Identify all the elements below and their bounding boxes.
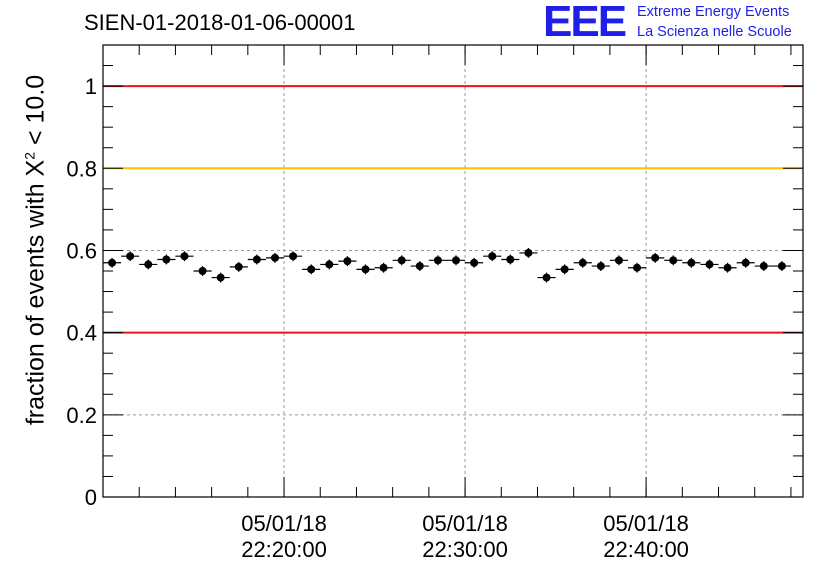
data-point [537,272,556,283]
reference-lines [103,85,803,334]
data-point [211,272,230,283]
data-point [446,255,466,266]
y-tick-labels: 0 0.2 0.4 0.6 0.8 1 [66,74,97,510]
data-point [320,259,339,270]
data-point [302,264,321,275]
x-tick-label-time: 22:20:00 [241,537,327,562]
point-marker [777,262,786,271]
point-marker [325,260,334,269]
data-points [103,247,791,283]
x-tick-label-time: 22:30:00 [422,537,508,562]
point-marker [723,263,732,272]
data-point [772,261,791,271]
data-point [103,257,122,268]
point-marker [669,256,678,265]
data-point [519,247,538,258]
point-marker [289,252,298,261]
point-marker [433,256,442,265]
data-point [428,255,447,266]
point-marker [506,255,515,264]
point-marker [651,253,660,262]
x-tick-label-time: 22:40:00 [603,537,689,562]
point-marker [596,262,605,271]
point-marker [252,255,261,264]
point-marker [343,257,352,266]
point-marker [560,265,569,274]
point-marker [741,258,750,267]
point-marker [542,273,551,282]
data-point [193,266,212,276]
point-marker [162,255,171,264]
point-marker [198,267,207,275]
data-point [465,257,484,268]
point-marker [270,253,279,262]
y-tick-label: 1 [85,74,97,99]
data-point [718,262,737,273]
point-marker [415,262,424,271]
y-tick-label: 0.4 [66,321,97,346]
data-point [754,261,773,271]
data-point [356,264,375,275]
data-point [157,254,176,265]
point-marker [144,260,153,269]
point-marker [379,263,388,272]
data-point [338,256,357,267]
data-point [682,257,701,268]
y-tick-label: 0.2 [66,403,97,428]
data-point [609,255,628,266]
data-point [646,252,665,263]
data-point [392,255,411,266]
point-marker [633,263,642,272]
x-tick-label-date: 05/01/18 [241,511,327,536]
x-tick-label-date: 05/01/18 [603,511,689,536]
data-point [664,255,683,266]
data-point [139,259,158,270]
point-marker [307,265,316,274]
data-point [229,261,248,272]
point-marker [397,256,406,265]
point-marker [452,256,461,265]
data-point [175,251,194,262]
point-marker [687,258,696,267]
data-point [628,262,647,273]
x-tick-label-date: 05/01/18 [422,511,508,536]
data-point [501,254,520,265]
y-tick-label: 0.6 [66,238,97,263]
point-marker [470,258,479,267]
point-marker [108,258,117,267]
x-tick-labels: 05/01/1822:20:0005/01/1822:30:0005/01/18… [241,511,689,562]
data-point [265,252,285,263]
logo-text-line2: La Scienza nelle Scuole [637,24,792,40]
chart-title: SIEN-01-2018-01-06-00001 [84,10,356,35]
data-point [121,251,140,262]
axis-ticks [103,44,803,498]
data-point [736,257,755,268]
point-marker [126,252,135,261]
point-marker [488,252,497,261]
point-marker [578,258,587,267]
point-marker [361,265,370,274]
eee-logo: EEE [543,0,627,46]
y-tick-label: 0 [85,485,97,510]
y-tick-label: 0.8 [66,156,97,181]
point-marker [759,262,768,271]
logo-text-line1: Extreme Energy Events [637,4,790,20]
data-point [374,262,393,273]
data-point [247,254,266,265]
point-marker [216,273,225,282]
point-marker [234,262,243,271]
point-marker [524,248,533,257]
data-point [483,251,502,262]
point-marker [180,252,189,261]
data-point [591,261,610,271]
data-point [700,259,719,270]
point-marker [614,256,623,265]
data-point [284,251,303,262]
data-point [410,261,429,271]
point-marker [705,260,714,269]
data-point [555,264,574,275]
data-point [573,257,592,268]
